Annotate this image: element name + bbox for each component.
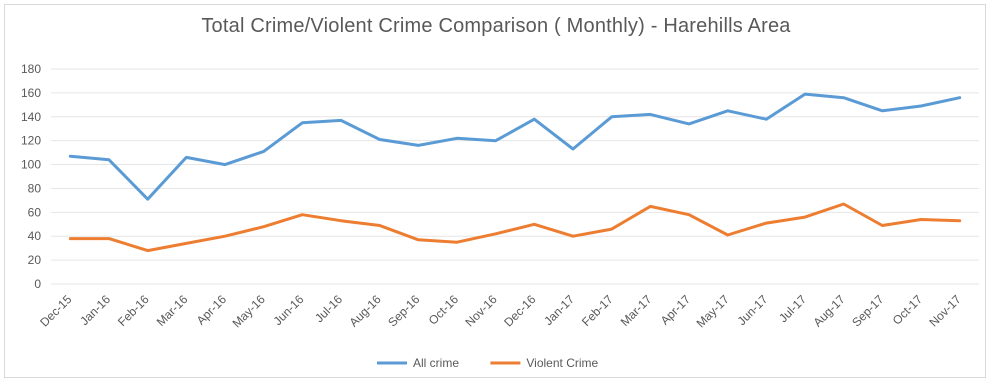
chart-title: Total Crime/Violent Crime Comparison ( M…: [201, 15, 791, 37]
y-tick-label: 120: [21, 134, 41, 148]
y-tick-label: 20: [28, 253, 42, 267]
x-tick-label: Oct-16: [426, 292, 462, 328]
y-tick-label: 80: [28, 181, 42, 195]
x-tick-label: Dec-16: [501, 292, 538, 329]
x-tick-label: Sep-17: [849, 292, 886, 329]
y-tick-label: 60: [28, 205, 42, 219]
x-tick-label: Apr-17: [658, 292, 694, 328]
legend-label: All crime: [413, 356, 459, 370]
y-tick-label: 160: [21, 86, 41, 100]
x-tick-label: Jun-16: [271, 292, 307, 328]
x-tick-label: Nov-16: [463, 292, 500, 329]
x-tick-label: Sep-16: [385, 292, 422, 329]
y-tick-label: 0: [34, 277, 41, 291]
x-tick-label: Jun-17: [735, 292, 771, 328]
x-tick-label: Apr-16: [194, 292, 230, 328]
x-tick-label: Aug-17: [811, 292, 848, 329]
x-tick-label: Jul-17: [776, 292, 809, 325]
x-tick-label: Mar-17: [618, 292, 655, 329]
chart-frame: Total Crime/Violent Crime Comparison ( M…: [4, 4, 986, 378]
x-tick-label: Jan-16: [77, 292, 113, 328]
series-line-all-crime: [68, 92, 962, 201]
x-tick-label: May-16: [230, 292, 268, 330]
x-tick-label: May-17: [694, 292, 732, 330]
legend-label: Violent Crime: [526, 356, 598, 370]
y-tick-label: 40: [28, 229, 42, 243]
x-tick-label: Jul-16: [312, 292, 345, 325]
y-tick-label: 140: [21, 110, 41, 124]
x-tick-label: Oct-17: [890, 292, 926, 328]
x-tick-label: Aug-16: [347, 292, 384, 329]
x-tick-label: Dec-15: [37, 292, 74, 329]
x-tick-label: Mar-16: [154, 292, 191, 329]
x-tick-label: Nov-17: [927, 292, 964, 329]
x-tick-label: Feb-17: [579, 292, 616, 329]
series-line-violent-crime: [68, 202, 962, 253]
y-tick-label: 180: [21, 62, 41, 76]
x-tick-label: Feb-16: [115, 292, 152, 329]
y-tick-label: 100: [21, 158, 41, 172]
x-tick-label: Jan-17: [541, 292, 577, 328]
